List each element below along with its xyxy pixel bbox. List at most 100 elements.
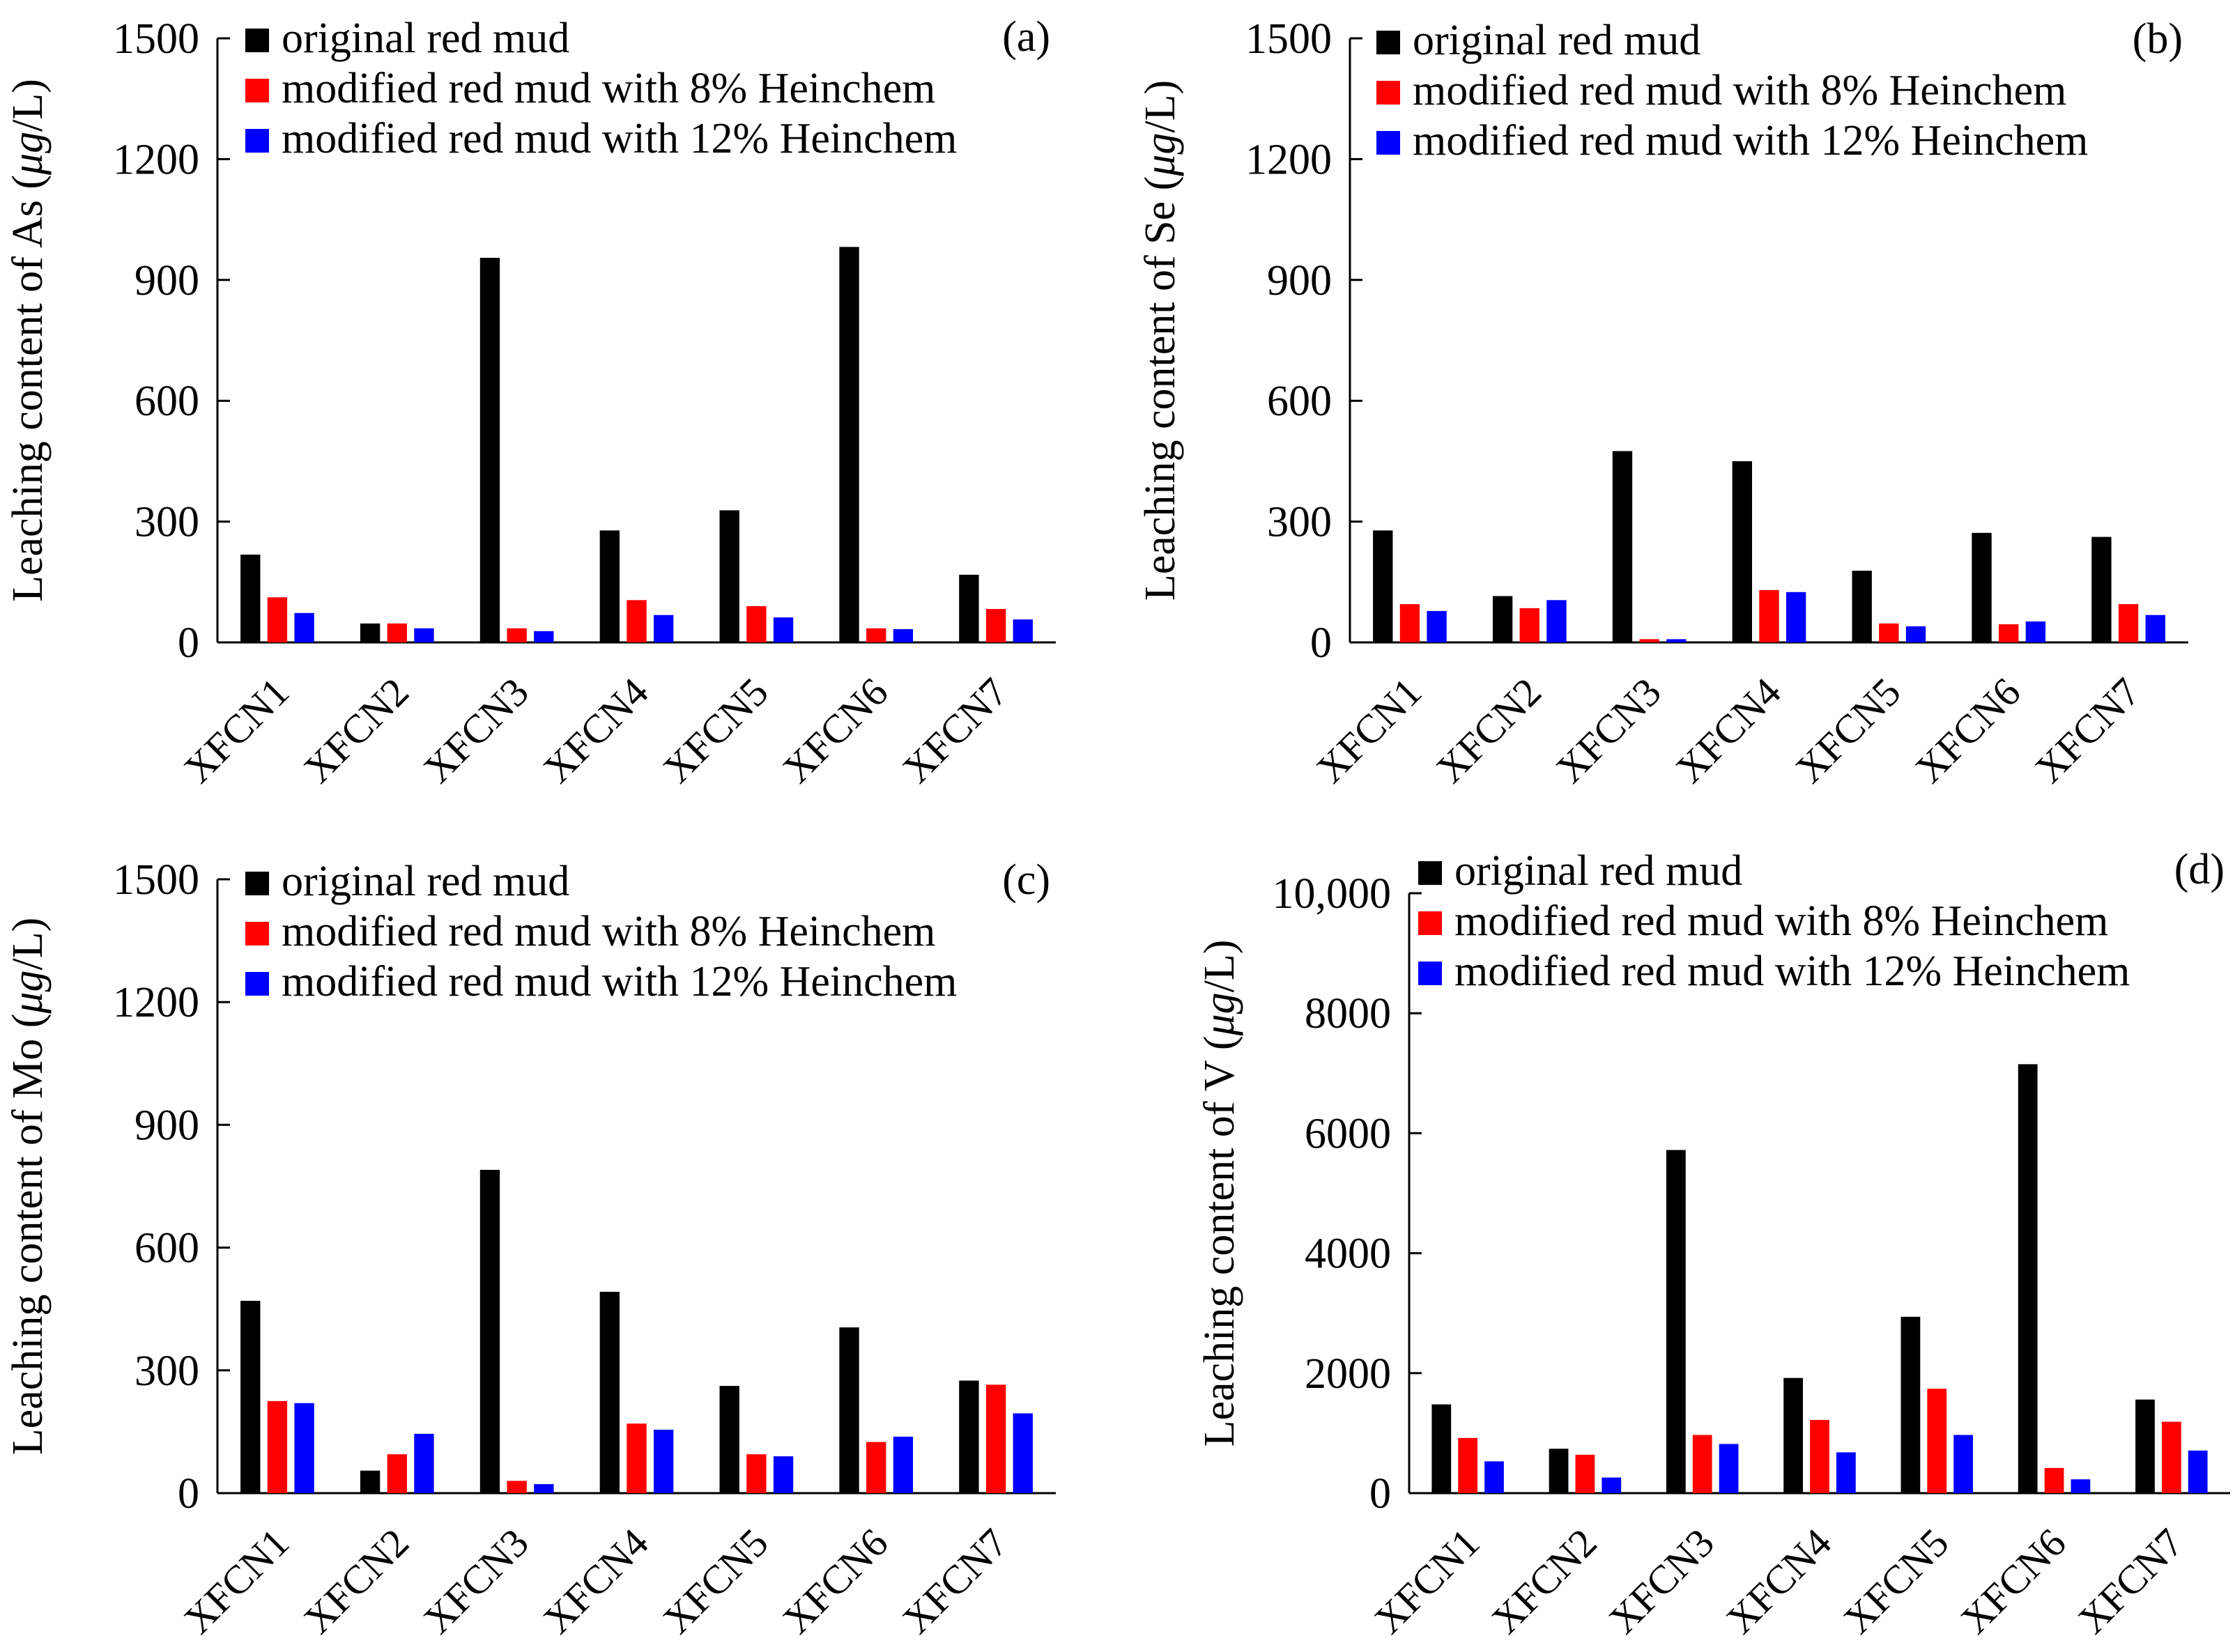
bar-h8-xfcn3 bbox=[507, 628, 527, 642]
bar-h8-xfcn7 bbox=[2161, 1421, 2181, 1493]
panel-letter: (c) bbox=[1002, 856, 1050, 904]
x-tick-label: XFCN1 bbox=[1365, 1520, 1488, 1642]
panel-letter: (d) bbox=[2174, 846, 2225, 893]
bar-original-xfcn6 bbox=[1972, 532, 1992, 642]
y-tick-label: 300 bbox=[135, 499, 199, 546]
bar-h8-xfcn2 bbox=[1519, 608, 1539, 642]
y-axis-title-prefix: Leaching content of As ( bbox=[4, 175, 52, 602]
x-tick-label: XFCN3 bbox=[1547, 669, 1670, 792]
bar-h12-xfcn6 bbox=[2071, 1479, 2091, 1493]
legend-swatch-h8 bbox=[1376, 81, 1400, 105]
legend-label: modified red mud with 8% Heinchem bbox=[1454, 897, 2108, 945]
y-axis-title-prefix: Leaching content of Mo ( bbox=[4, 1014, 52, 1456]
y-axis-title-prefix: Leaching content of V ( bbox=[1196, 1035, 1243, 1446]
bar-original-xfcn4 bbox=[1732, 461, 1753, 642]
bar-h12-xfcn6 bbox=[893, 1436, 914, 1493]
bar-h12-xfcn3 bbox=[534, 1484, 554, 1493]
y-tick-label: 600 bbox=[1267, 378, 1332, 425]
legend-label: modified red mud with 12% Heinchem bbox=[282, 115, 957, 162]
bar-original-xfcn6 bbox=[839, 1327, 859, 1493]
x-tick-label: XFCN1 bbox=[175, 1520, 298, 1642]
bar-h12-xfcn1 bbox=[294, 612, 314, 642]
y-tick-label: 1200 bbox=[1245, 136, 1332, 183]
legend-label: original red mud bbox=[282, 858, 569, 905]
bar-original-xfcn2 bbox=[1492, 596, 1513, 642]
legend-swatch-original bbox=[1376, 31, 1400, 54]
chart-panel-c: 0 300 600 900 1200 1500 Leaching content of Mo… bbox=[4, 856, 1056, 1642]
bar-original-xfcn3 bbox=[1666, 1150, 1686, 1493]
legend-label: modified red mud with 8% Heinchem bbox=[282, 908, 935, 955]
bar-h8-xfcn2 bbox=[387, 1454, 407, 1493]
x-tick-label: XFCN5 bbox=[654, 669, 777, 792]
bar-h8-xfcn3 bbox=[1639, 639, 1659, 642]
bar-h8-xfcn7 bbox=[985, 609, 1006, 642]
bar-h8-xfcn5 bbox=[1879, 623, 1899, 642]
legend-label: modified red mud with 8% Heinchem bbox=[1413, 67, 2066, 114]
bar-original-xfcn1 bbox=[1431, 1404, 1452, 1493]
y-axis-title-suffix: /L) bbox=[1137, 80, 1184, 133]
y-tick-label: 900 bbox=[135, 1102, 199, 1149]
x-tick-label: XFCN7 bbox=[2026, 669, 2149, 792]
legend-swatch-h12 bbox=[245, 972, 269, 996]
y-axis-title: Leaching content of Se (μg/L) bbox=[1137, 80, 1184, 601]
legend-swatch-original bbox=[1418, 861, 1442, 885]
y-tick-label: 0 bbox=[178, 619, 199, 667]
legend-label: modified red mud with 12% Heinchem bbox=[282, 958, 957, 1005]
y-axis-title-unit: g bbox=[4, 971, 52, 992]
legend-swatch-h12 bbox=[1376, 131, 1400, 155]
y-axis-title-suffix: /L) bbox=[4, 918, 52, 971]
x-tick-label: XFCN5 bbox=[1835, 1520, 1958, 1642]
legend-swatch-h8 bbox=[245, 79, 269, 102]
y-axis-title-suffix: /L) bbox=[4, 79, 52, 132]
bar-h8-xfcn2 bbox=[1575, 1454, 1595, 1493]
bar-h8-xfcn7 bbox=[2118, 604, 2139, 642]
bar-original-xfcn5 bbox=[719, 510, 739, 642]
y-axis-title-mu: μ bbox=[4, 153, 52, 176]
bar-original-xfcn1 bbox=[240, 554, 261, 642]
x-tick-label: XFCN3 bbox=[415, 1520, 537, 1642]
y-tick-label: 300 bbox=[135, 1348, 199, 1395]
bar-h8-xfcn3 bbox=[507, 1481, 527, 1493]
bar-h12-xfcn5 bbox=[1905, 626, 1926, 642]
bar-h12-xfcn3 bbox=[1719, 1444, 1739, 1493]
y-axis-title-prefix: Leaching content of Se ( bbox=[1137, 176, 1184, 601]
x-tick-label: XFCN1 bbox=[175, 669, 298, 792]
bar-original-xfcn7 bbox=[959, 1380, 979, 1493]
bar-h8-xfcn6 bbox=[866, 628, 886, 642]
bar-h12-xfcn5 bbox=[773, 617, 794, 642]
y-axis-title: Leaching content of As (μg/L) bbox=[4, 79, 52, 602]
bar-original-xfcn2 bbox=[360, 623, 381, 642]
bar-h8-xfcn4 bbox=[1759, 589, 1779, 642]
legend-swatch-h8 bbox=[1418, 911, 1442, 935]
bar-h12-xfcn2 bbox=[1602, 1477, 1622, 1493]
x-tick-label: XFCN6 bbox=[1952, 1520, 2075, 1642]
y-tick-label: 2000 bbox=[1305, 1350, 1391, 1398]
bar-h8-xfcn1 bbox=[267, 597, 288, 642]
y-tick-label: 1500 bbox=[113, 15, 199, 63]
bar-original-xfcn6 bbox=[2018, 1064, 2038, 1493]
bar-h12-xfcn7 bbox=[1013, 1413, 1033, 1493]
bar-h8-xfcn5 bbox=[746, 605, 767, 642]
y-axis-title: Leaching content of V (μg/L) bbox=[1196, 940, 1243, 1447]
panel-letter: (a) bbox=[1002, 13, 1050, 61]
bar-h12-xfcn6 bbox=[893, 628, 914, 642]
y-axis-title-unit: g bbox=[1137, 133, 1184, 155]
y-tick-label: 600 bbox=[135, 1225, 199, 1272]
bar-original-xfcn2 bbox=[360, 1470, 381, 1493]
x-tick-label: XFCN7 bbox=[2069, 1520, 2192, 1642]
y-axis-title: Leaching content of Mo (μg/L) bbox=[4, 918, 52, 1455]
bar-h12-xfcn2 bbox=[1546, 600, 1567, 642]
bar-h12-xfcn1 bbox=[1484, 1461, 1504, 1493]
bar-h12-xfcn4 bbox=[1785, 592, 1806, 642]
x-tick-label: XFCN4 bbox=[1667, 669, 1790, 792]
legend-swatch-h12 bbox=[245, 129, 269, 153]
legend-label: modified red mud with 8% Heinchem bbox=[282, 65, 935, 112]
bar-h12-xfcn1 bbox=[294, 1403, 314, 1493]
y-tick-label: 6000 bbox=[1305, 1110, 1391, 1157]
x-tick-label: XFCN2 bbox=[295, 1520, 417, 1642]
y-axis-title-mu: μ bbox=[1137, 155, 1184, 177]
bar-h8-xfcn4 bbox=[1810, 1419, 1829, 1493]
bar-original-xfcn1 bbox=[240, 1300, 261, 1493]
bar-h8-xfcn5 bbox=[746, 1454, 767, 1493]
bar-h8-xfcn6 bbox=[1999, 624, 2019, 642]
